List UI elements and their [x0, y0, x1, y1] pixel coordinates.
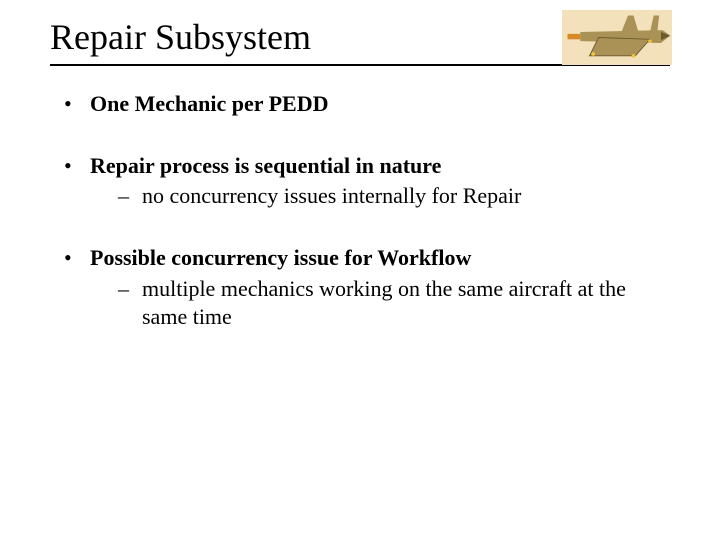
sub-list: multiple mechanics working on the same a… [90, 275, 660, 331]
sub-bullet-item: multiple mechanics working on the same a… [118, 275, 660, 331]
bullet-text: Possible concurrency issue for Workflow [90, 245, 471, 270]
sub-bullet-text: no concurrency issues internally for Rep… [142, 183, 521, 208]
aircraft-icon [562, 10, 672, 65]
bullet-list: One Mechanic per PEDD Repair process is … [62, 90, 660, 331]
slide: Repair Subsystem One Mechanic per PEDD R… [0, 0, 720, 540]
bullet-item: One Mechanic per PEDD [62, 90, 660, 118]
sub-bullet-item: no concurrency issues internally for Rep… [118, 182, 660, 210]
bullet-text: One Mechanic per PEDD [90, 91, 329, 116]
sub-list: no concurrency issues internally for Rep… [90, 182, 660, 210]
bullet-item: Repair process is sequential in nature n… [62, 152, 660, 210]
bullet-text: Repair process is sequential in nature [90, 153, 441, 178]
sub-bullet-text: multiple mechanics working on the same a… [142, 276, 626, 329]
bullet-item: Possible concurrency issue for Workflow … [62, 244, 660, 330]
content-area: One Mechanic per PEDD Repair process is … [62, 90, 660, 365]
